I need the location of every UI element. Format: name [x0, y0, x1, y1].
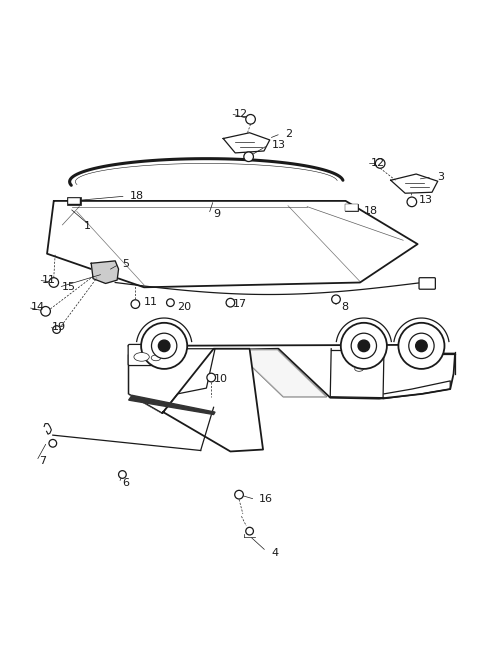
Polygon shape — [163, 349, 263, 451]
Polygon shape — [129, 349, 215, 413]
Circle shape — [246, 527, 253, 535]
Text: 15: 15 — [61, 282, 75, 292]
Text: 19: 19 — [52, 322, 66, 332]
Circle shape — [358, 340, 370, 352]
Polygon shape — [391, 174, 438, 193]
Text: 14: 14 — [31, 303, 45, 313]
Text: 4: 4 — [271, 548, 278, 559]
Circle shape — [41, 307, 50, 316]
Text: 7: 7 — [39, 456, 47, 466]
Text: 9: 9 — [214, 210, 221, 219]
Circle shape — [226, 298, 235, 307]
Ellipse shape — [355, 366, 363, 371]
Circle shape — [416, 340, 427, 352]
Circle shape — [375, 159, 385, 169]
Text: 17: 17 — [233, 299, 247, 309]
Text: 5: 5 — [122, 259, 130, 269]
Text: 2: 2 — [286, 129, 293, 139]
Text: 10: 10 — [214, 375, 228, 385]
Text: 12: 12 — [234, 108, 248, 118]
Polygon shape — [234, 350, 326, 397]
Polygon shape — [223, 133, 270, 153]
Circle shape — [246, 114, 255, 124]
Polygon shape — [91, 261, 119, 284]
Circle shape — [49, 278, 59, 288]
Circle shape — [235, 490, 243, 499]
Text: 11: 11 — [144, 297, 158, 307]
Circle shape — [158, 340, 170, 352]
Text: 12: 12 — [371, 159, 384, 169]
Circle shape — [398, 323, 444, 369]
Text: 18: 18 — [364, 206, 378, 216]
Polygon shape — [129, 345, 455, 413]
Text: 3: 3 — [437, 172, 444, 182]
Text: 20: 20 — [177, 303, 191, 313]
Bar — [67, 197, 81, 205]
Text: 6: 6 — [122, 478, 130, 488]
Circle shape — [141, 323, 187, 369]
Text: 18: 18 — [130, 191, 144, 201]
Text: 11: 11 — [42, 275, 56, 285]
Ellipse shape — [151, 355, 161, 361]
Text: 13: 13 — [272, 140, 286, 150]
FancyBboxPatch shape — [128, 344, 167, 366]
Ellipse shape — [134, 352, 149, 361]
Circle shape — [53, 326, 60, 333]
Text: 16: 16 — [259, 494, 273, 504]
Circle shape — [207, 373, 216, 382]
Text: 13: 13 — [419, 195, 432, 205]
Bar — [345, 204, 358, 212]
Circle shape — [131, 300, 140, 309]
Circle shape — [409, 333, 434, 358]
Circle shape — [119, 471, 126, 479]
Circle shape — [332, 295, 340, 303]
Bar — [345, 204, 358, 211]
Circle shape — [49, 440, 57, 447]
Circle shape — [341, 323, 387, 369]
FancyBboxPatch shape — [419, 278, 435, 290]
Circle shape — [351, 333, 376, 358]
Bar — [68, 198, 80, 204]
Polygon shape — [129, 395, 215, 414]
Circle shape — [244, 152, 253, 161]
Circle shape — [407, 197, 417, 207]
Text: 8: 8 — [341, 303, 348, 313]
Text: 1: 1 — [84, 221, 91, 231]
Circle shape — [152, 333, 177, 358]
Circle shape — [167, 299, 174, 307]
